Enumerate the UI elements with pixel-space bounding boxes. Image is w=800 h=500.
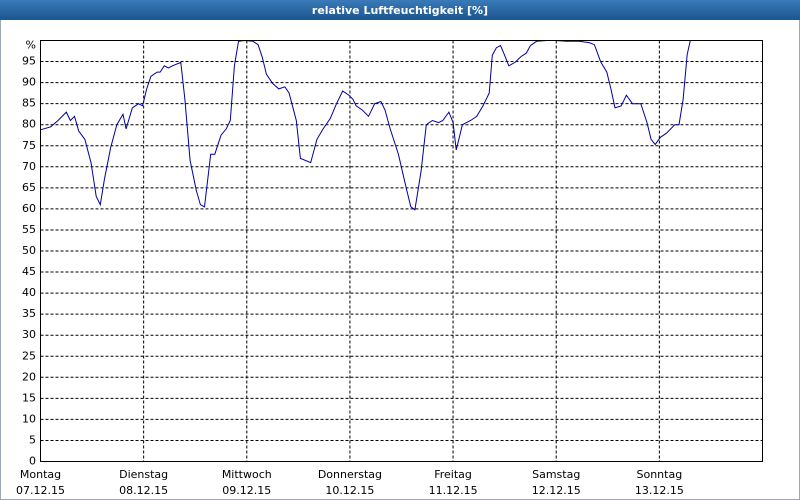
y-tick-label: 80 <box>22 118 36 131</box>
y-tick-label: 65 <box>22 181 36 194</box>
y-tick-label: 85 <box>22 97 36 110</box>
y-tick-label: 10 <box>22 412 36 425</box>
y-tick-label: 30 <box>22 328 36 341</box>
x-tick-date: 12.12.15 <box>532 484 581 497</box>
y-tick-label: 50 <box>22 244 36 257</box>
y-tick-label: 70 <box>22 160 36 173</box>
y-tick-label: 40 <box>22 286 36 299</box>
chart-title: relative Luftfeuchtigkeit [%] <box>312 4 488 17</box>
y-tick-label: 55 <box>22 223 36 236</box>
labels: 0 5 10 15 20 25 30 35 40 45 50 55 60 65 70 75 80 85 90 95% M… <box>16 39 684 498</box>
y-tick-label: 20 <box>22 370 36 383</box>
y-tick-label: 60 <box>22 202 36 215</box>
lines <box>40 39 711 211</box>
y-tick-label: 45 <box>22 265 36 278</box>
x-tick-date: 08.12.15 <box>119 484 168 497</box>
x-tick-date: 09.12.15 <box>222 484 271 497</box>
y-tick-label: 35 <box>22 307 36 320</box>
x-tick-label: Freitag <box>434 468 472 481</box>
y-tick-label: 15 <box>22 391 36 404</box>
humidity-line <box>40 39 711 211</box>
plot-border <box>40 40 763 462</box>
y-tick-label: 90 <box>22 76 36 89</box>
y-tick-label: 95 <box>22 55 36 68</box>
y-tick-label: 25 <box>22 349 36 362</box>
y-tick-label: 0 <box>29 455 36 468</box>
title-bar <box>0 0 800 20</box>
y-tick-label: 5 <box>29 433 36 446</box>
y-tick-label: % <box>26 39 36 52</box>
x-tick-label: Dienstag <box>119 468 168 481</box>
x-tick-date: 07.12.15 <box>16 484 65 497</box>
x-tick-label: Donnerstag <box>318 468 382 481</box>
x-tick-label: Mittwoch <box>222 468 272 481</box>
x-tick-label: Samstag <box>532 468 580 481</box>
x-tick-label: Sonntag <box>637 468 683 481</box>
x-tick-date: 13.12.15 <box>635 484 684 497</box>
x-tick-label: Montag <box>20 468 61 481</box>
x-tick-date: 11.12.15 <box>429 484 478 497</box>
y-tick-label: 75 <box>22 139 36 152</box>
x-tick-date: 10.12.15 <box>325 484 374 497</box>
